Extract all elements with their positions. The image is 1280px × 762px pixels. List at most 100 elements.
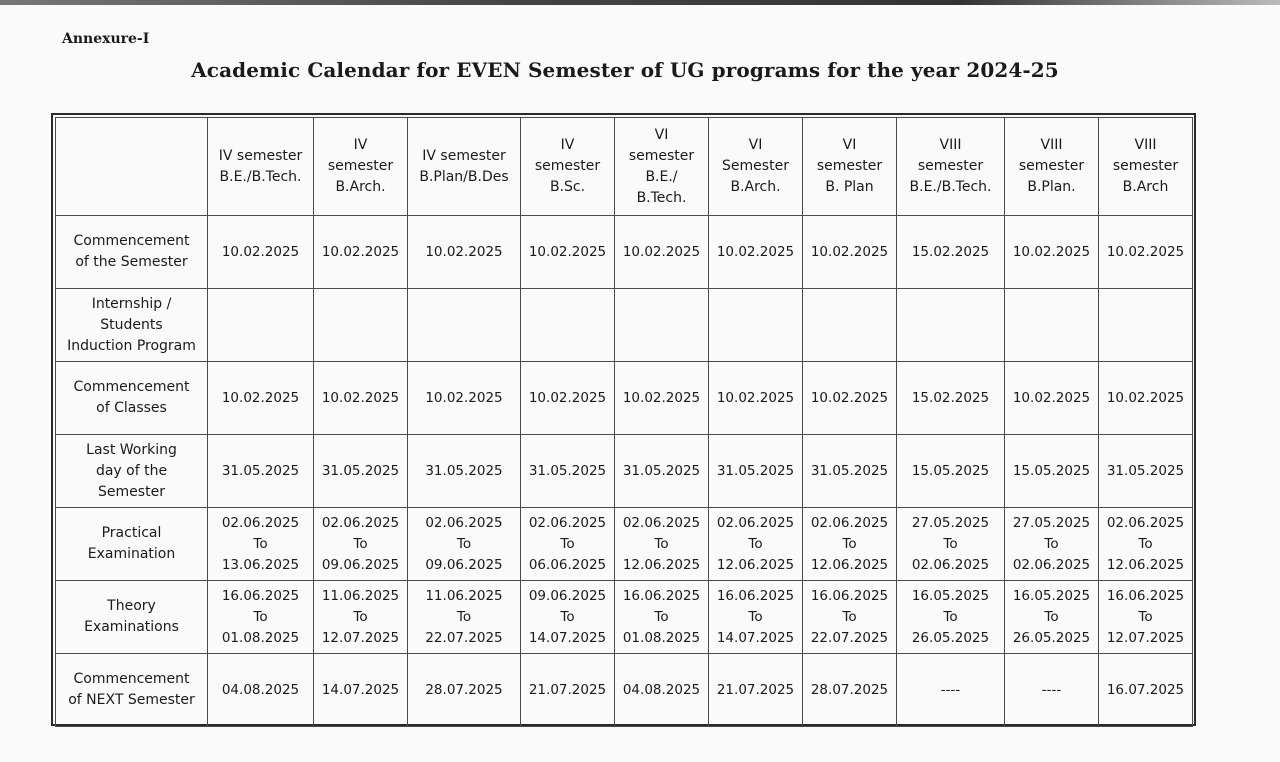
table-cell: 10.02.2025 xyxy=(520,215,615,289)
table-cell: 15.02.2025 xyxy=(896,361,1005,435)
table-cell: 10.02.2025 xyxy=(1004,215,1099,289)
table-cell: 10.02.2025 xyxy=(407,215,521,289)
row-label: Practical Examination xyxy=(55,507,208,581)
table-row: Commencement of NEXT Semester 04.08.2025… xyxy=(55,653,1193,727)
table-cell: 04.08.2025 xyxy=(207,653,314,727)
table-cell: 09.06.2025 To 14.07.2025 xyxy=(520,580,615,654)
page-top-edge xyxy=(0,0,1280,5)
row-label: Internship / Students Induction Program xyxy=(55,288,208,362)
row-label: Commencement of NEXT Semester xyxy=(55,653,208,727)
table-cell: 21.07.2025 xyxy=(708,653,803,727)
table-row: Theory Examinations 16.06.2025 To 01.08.… xyxy=(55,580,1193,654)
table-cell: 10.02.2025 xyxy=(802,361,897,435)
table-cell: 27.05.2025 To 02.06.2025 xyxy=(896,507,1005,581)
table-cell: 10.02.2025 xyxy=(802,215,897,289)
table-cell: 31.05.2025 xyxy=(708,434,803,508)
annexure-label: Annexure-I xyxy=(62,31,150,47)
column-header: VI Semester B.Arch. xyxy=(708,117,803,216)
table-cell: 28.07.2025 xyxy=(407,653,521,727)
table-cell: 15.05.2025 xyxy=(1004,434,1099,508)
table-cell: 27.05.2025 To 02.06.2025 xyxy=(1004,507,1099,581)
table-cell: 31.05.2025 xyxy=(520,434,615,508)
table-cell: 16.07.2025 xyxy=(1098,653,1193,727)
table-cell: 10.02.2025 xyxy=(407,361,521,435)
table-cell: 16.06.2025 To 01.08.2025 xyxy=(207,580,314,654)
table-cell xyxy=(802,288,897,362)
page-title: Academic Calendar for EVEN Semester of U… xyxy=(191,58,1059,82)
table-cell: 10.02.2025 xyxy=(708,361,803,435)
table-cell: 10.02.2025 xyxy=(1098,361,1193,435)
table-cell: 10.02.2025 xyxy=(207,361,314,435)
column-header: IV semester B.Sc. xyxy=(520,117,615,216)
table-row: Commencement of the Semester 10.02.2025 … xyxy=(55,215,1193,289)
table-cell: 10.02.2025 xyxy=(1004,361,1099,435)
row-label: Commencement of Classes xyxy=(55,361,208,435)
table-cell: 10.02.2025 xyxy=(520,361,615,435)
row-label: Commencement of the Semester xyxy=(55,215,208,289)
table-cell: 10.02.2025 xyxy=(313,215,408,289)
table-cell: 31.05.2025 xyxy=(614,434,709,508)
table-cell: 02.06.2025 To 12.06.2025 xyxy=(614,507,709,581)
table-cell: 31.05.2025 xyxy=(407,434,521,508)
table-cell: 15.05.2025 xyxy=(896,434,1005,508)
table-cell: ---- xyxy=(1004,653,1099,727)
table-cell: 10.02.2025 xyxy=(614,215,709,289)
calendar-table-frame: IV semester B.E./B.Tech. IV semester B.A… xyxy=(51,113,1196,727)
table-cell xyxy=(313,288,408,362)
table-row: Commencement of Classes 10.02.2025 10.02… xyxy=(55,361,1193,435)
column-header: VI semester B. Plan xyxy=(802,117,897,216)
column-header: IV semester B.Plan/B.Des xyxy=(407,117,521,216)
table-cell xyxy=(1098,288,1193,362)
table-cell: 10.02.2025 xyxy=(708,215,803,289)
academic-calendar-table: IV semester B.E./B.Tech. IV semester B.A… xyxy=(55,117,1193,727)
table-cell: 10.02.2025 xyxy=(313,361,408,435)
table-cell: 31.05.2025 xyxy=(802,434,897,508)
table-cell xyxy=(708,288,803,362)
table-cell: 02.06.2025 To 12.06.2025 xyxy=(1098,507,1193,581)
table-cell: 16.05.2025 To 26.05.2025 xyxy=(896,580,1005,654)
table-cell: 02.06.2025 To 06.06.2025 xyxy=(520,507,615,581)
table-cell: 10.02.2025 xyxy=(614,361,709,435)
header-row: IV semester B.E./B.Tech. IV semester B.A… xyxy=(55,117,1193,216)
table-cell: 31.05.2025 xyxy=(207,434,314,508)
table-cell: 21.07.2025 xyxy=(520,653,615,727)
column-header: IV semester B.Arch. xyxy=(313,117,408,216)
column-header: VIII semester B.Arch xyxy=(1098,117,1193,216)
column-header: VIII semester B.E./B.Tech. xyxy=(896,117,1005,216)
table-cell xyxy=(1004,288,1099,362)
table-cell: 28.07.2025 xyxy=(802,653,897,727)
table-cell: 04.08.2025 xyxy=(614,653,709,727)
table-cell: 15.02.2025 xyxy=(896,215,1005,289)
table-cell: 16.06.2025 To 22.07.2025 xyxy=(802,580,897,654)
row-label: Theory Examinations xyxy=(55,580,208,654)
table-row: Practical Examination 02.06.2025 To 13.0… xyxy=(55,507,1193,581)
table-cell: 02.06.2025 To 13.06.2025 xyxy=(207,507,314,581)
table-cell xyxy=(896,288,1005,362)
table-cell: 31.05.2025 xyxy=(313,434,408,508)
table-cell: 16.06.2025 To 12.07.2025 xyxy=(1098,580,1193,654)
table-cell xyxy=(520,288,615,362)
table-cell xyxy=(614,288,709,362)
table-cell: 02.06.2025 To 12.06.2025 xyxy=(708,507,803,581)
table-cell: 31.05.2025 xyxy=(1098,434,1193,508)
table-cell: 10.02.2025 xyxy=(1098,215,1193,289)
table-cell: 02.06.2025 To 09.06.2025 xyxy=(407,507,521,581)
table-cell: 02.06.2025 To 09.06.2025 xyxy=(313,507,408,581)
table-row: Last Working day of the Semester 31.05.2… xyxy=(55,434,1193,508)
table-cell: 14.07.2025 xyxy=(313,653,408,727)
table-cell: ---- xyxy=(896,653,1005,727)
table-cell xyxy=(407,288,521,362)
table-cell: 11.06.2025 To 12.07.2025 xyxy=(313,580,408,654)
table-row: Internship / Students Induction Program xyxy=(55,288,1193,362)
table-cell: 02.06.2025 To 12.06.2025 xyxy=(802,507,897,581)
table-cell: 16.05.2025 To 26.05.2025 xyxy=(1004,580,1099,654)
row-label: Last Working day of the Semester xyxy=(55,434,208,508)
column-header: VI semester B.E./ B.Tech. xyxy=(614,117,709,216)
table-cell: 16.06.2025 To 01.08.2025 xyxy=(614,580,709,654)
column-header: IV semester B.E./B.Tech. xyxy=(207,117,314,216)
table-cell xyxy=(207,288,314,362)
column-header: VIII semester B.Plan. xyxy=(1004,117,1099,216)
table-cell: 11.06.2025 To 22.07.2025 xyxy=(407,580,521,654)
table-cell: 16.06.2025 To 14.07.2025 xyxy=(708,580,803,654)
header-corner-cell xyxy=(55,117,208,216)
